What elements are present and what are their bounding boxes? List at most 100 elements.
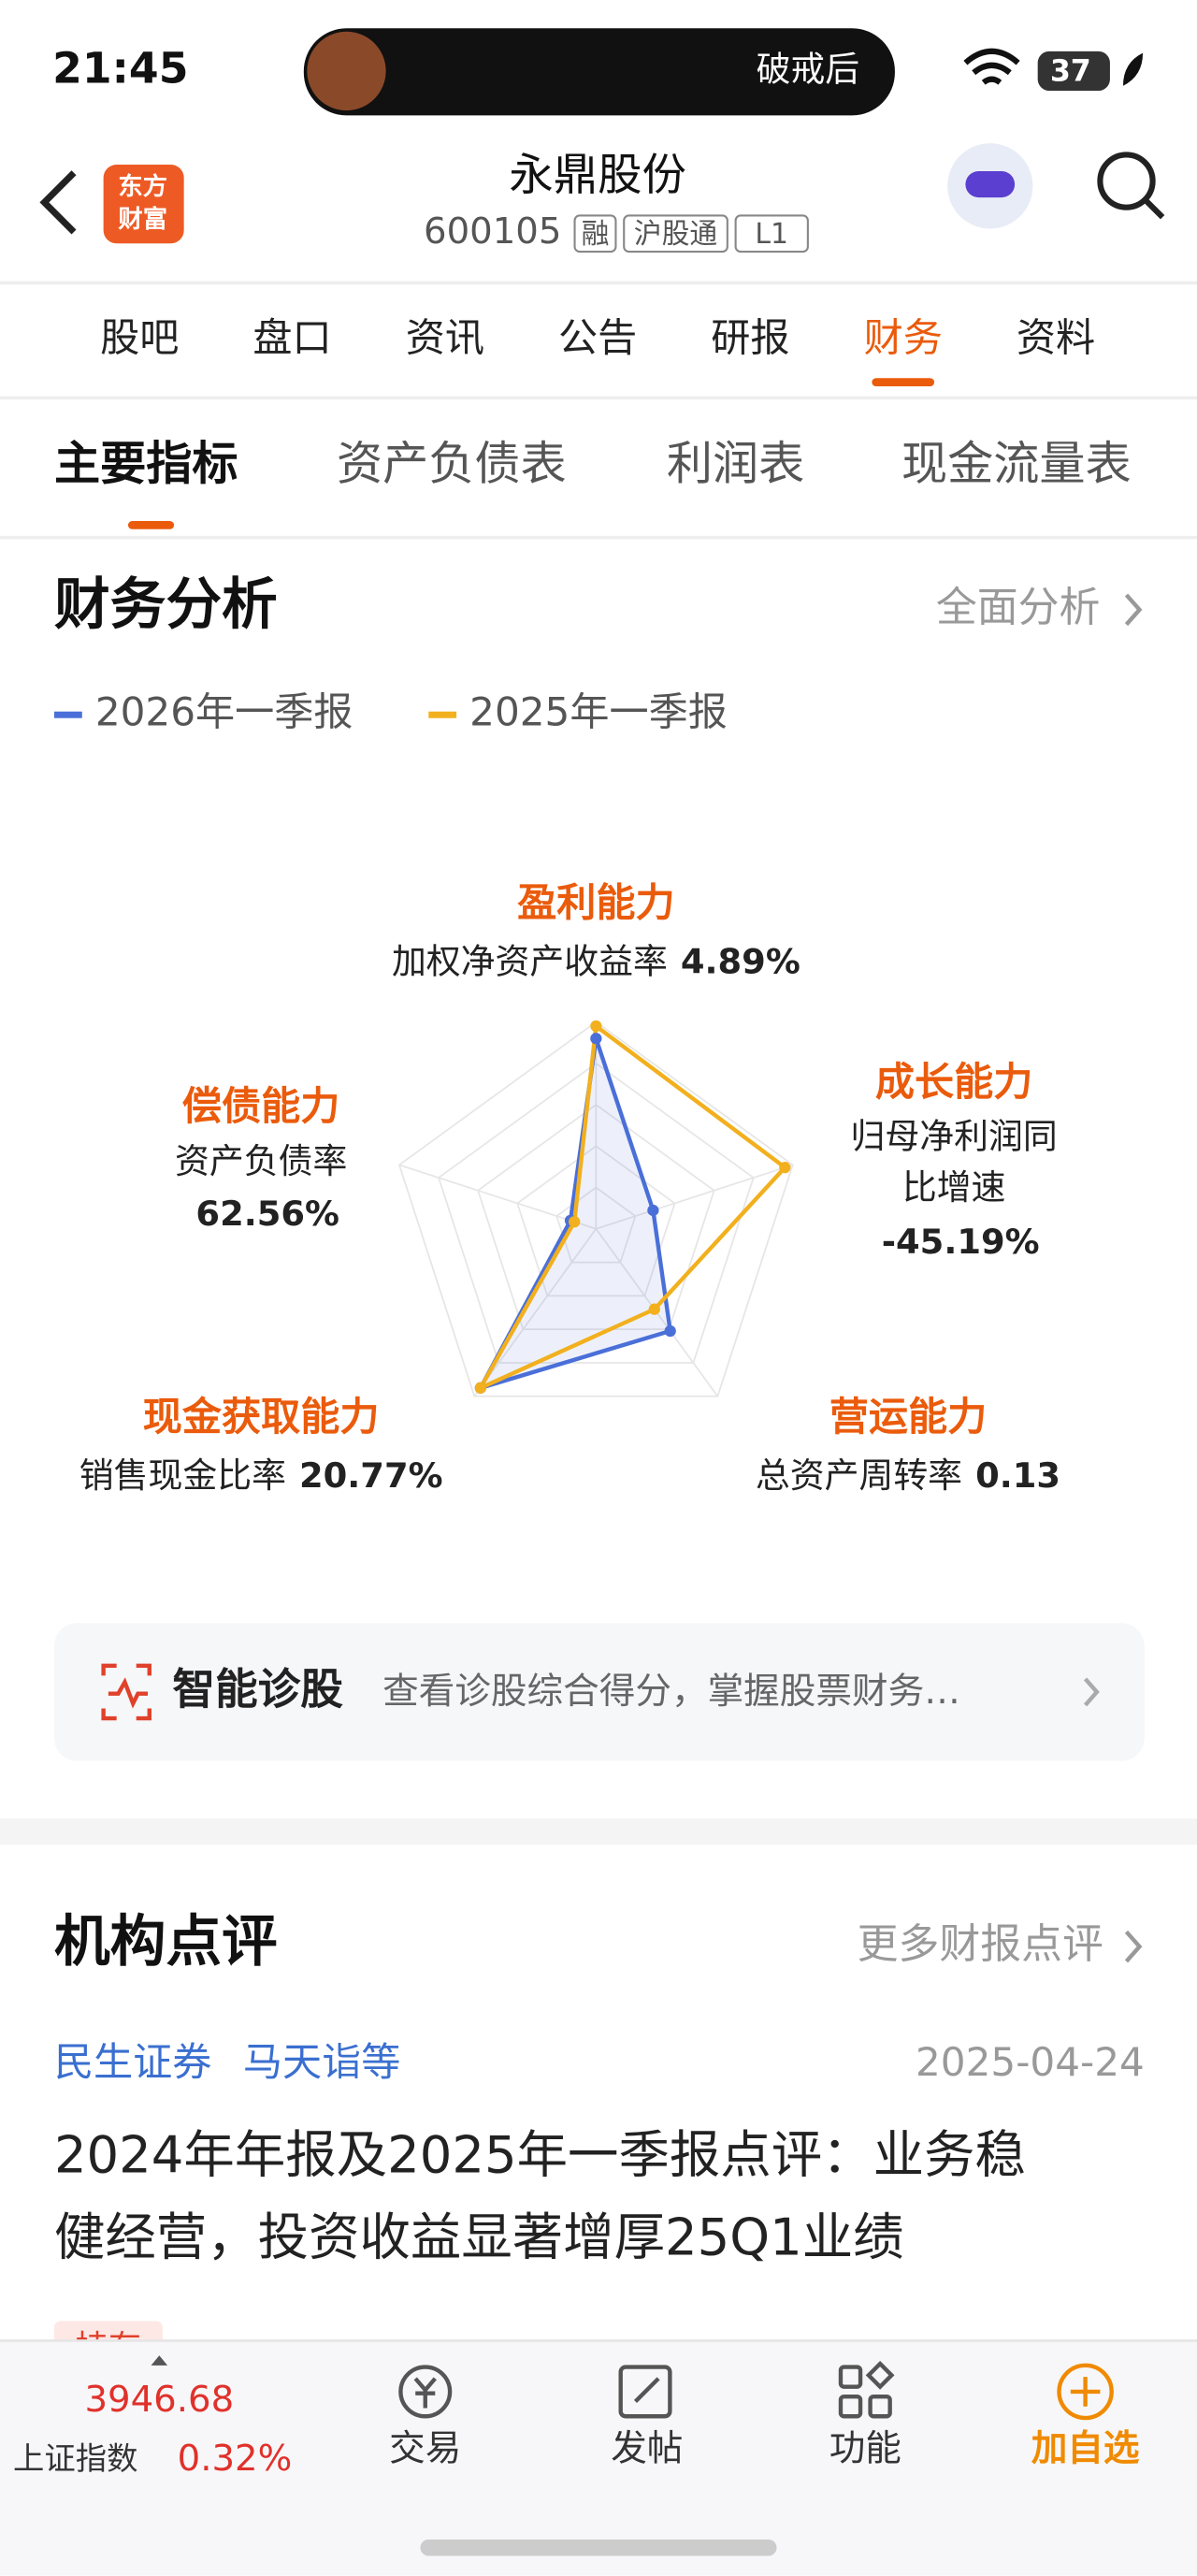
tab[interactable]: 财务 — [864, 314, 943, 360]
tag-text: 融 — [582, 218, 610, 251]
action-label[interactable]: 加自选 — [1031, 2428, 1140, 2470]
axis-title: 成长能力 — [875, 1059, 1032, 1105]
broker[interactable]: 民生证券 — [54, 2039, 212, 2085]
axis-metric: 销售现金比率 20.77% — [79, 1454, 443, 1495]
diagnosis-title: 智能诊股 — [172, 1664, 343, 1714]
sub-tab[interactable]: 主要指标 — [54, 437, 238, 491]
tag-box — [573, 214, 617, 253]
index-name[interactable]: 上证指数 — [13, 2440, 137, 2477]
legend-swatch — [53, 711, 82, 718]
diagnosis-card[interactable] — [53, 1623, 1145, 1761]
time: 21:45 — [52, 43, 188, 93]
tab[interactable]: 资料 — [1017, 314, 1095, 360]
radar-point — [648, 1303, 660, 1315]
home-indicator — [420, 2539, 777, 2556]
metric-name: 加权净资产收益率 — [392, 941, 668, 981]
review-title[interactable]: 2024年年报及2025年一季报点评：业务稳 — [54, 2125, 1026, 2185]
diagnosis-icon — [101, 1663, 151, 1721]
legend-label: 2025年一季报 — [469, 689, 728, 735]
index-change[interactable]: 0.32% — [178, 2438, 293, 2480]
grid-ring — [555, 1186, 637, 1264]
action-label[interactable]: 交易 — [389, 2428, 461, 2470]
sub-tab[interactable]: 现金流量表 — [901, 437, 1132, 491]
tab-indicator — [872, 378, 935, 387]
sub-tab[interactable]: 资产负债表 — [337, 437, 567, 491]
spoke — [596, 1164, 794, 1230]
diagnosis-text: 查看诊股综合得分，掌握股票财务… — [382, 1671, 960, 1713]
tab[interactable]: 股吧 — [100, 314, 179, 360]
logo-text: 东方 — [118, 172, 167, 201]
radar-point — [590, 1033, 602, 1045]
tag-box — [623, 214, 728, 253]
review-title[interactable]: 健经营，投资收益显著增厚25Q1业绩 — [54, 2207, 904, 2267]
battery-level: 37 — [1050, 55, 1091, 89]
app-logo — [103, 165, 184, 244]
metric-value: 0.13 — [975, 1454, 1060, 1495]
dynamic-island[interactable] — [303, 28, 895, 116]
section-link[interactable]: 更多财报点评 — [858, 1920, 1103, 1968]
add-icon — [1057, 2363, 1114, 2421]
back-button[interactable] — [39, 170, 77, 235]
action-label[interactable]: 功能 — [829, 2428, 901, 2470]
sub-tab-indicator — [127, 521, 175, 529]
radar-point — [664, 1324, 676, 1338]
action-icons — [398, 2360, 895, 2419]
legend-swatch — [428, 711, 457, 718]
tag-text: L1 — [755, 218, 788, 251]
metric-name: 销售现金比率 — [79, 1454, 286, 1495]
chevron — [1124, 1930, 1143, 1963]
notification-text: 破戒后 — [757, 49, 860, 89]
tab[interactable]: 研报 — [711, 314, 789, 360]
stock-code: 600105 — [424, 210, 561, 253]
radar-point — [779, 1162, 791, 1174]
tab[interactable]: 公告 — [558, 314, 637, 360]
metric-name: 总资产周转率 — [756, 1454, 962, 1495]
search-handle — [1144, 198, 1165, 220]
grid-ring — [397, 1020, 794, 1397]
metric-name: 资产负债率 — [175, 1141, 347, 1181]
metric-name: 比增速 — [902, 1167, 1006, 1208]
notification-thumb — [307, 31, 386, 111]
tab[interactable]: 盘口 — [252, 314, 331, 360]
tab[interactable]: 资讯 — [406, 314, 484, 360]
action-label[interactable]: 发帖 — [611, 2428, 683, 2470]
axis-title: 现金获取能力 — [143, 1394, 380, 1440]
expand-arrow — [151, 2355, 168, 2366]
axis-title: 营运能力 — [829, 1394, 988, 1440]
axis-metric: 总资产周转率 0.13 — [756, 1454, 1060, 1495]
search-button[interactable] — [1097, 152, 1156, 210]
axis-title: 盈利能力 — [517, 879, 675, 925]
analyst[interactable]: 马天诣等 — [243, 2039, 401, 2085]
grid-ring — [516, 1145, 676, 1297]
grid-ring — [438, 1062, 755, 1364]
section-link[interactable]: 全面分析 — [936, 584, 1101, 631]
section-title: 机构点评 — [54, 1910, 278, 1975]
axis-title: 偿债能力 — [182, 1083, 340, 1129]
leaf-icon — [1122, 52, 1144, 86]
wifi-icon — [963, 48, 1020, 85]
radar-point — [569, 1216, 581, 1228]
spoke — [398, 1164, 597, 1230]
chevron — [1083, 1677, 1100, 1707]
add-icon-plus — [1070, 2377, 1101, 2407]
section-title: 财务分析 — [54, 573, 278, 638]
metric-value: 62.56% — [195, 1194, 339, 1234]
radar-point — [590, 1020, 602, 1033]
radar-area — [475, 1021, 788, 1393]
axis-metric: 加权净资产收益率 4.89% — [392, 941, 800, 981]
legend-label: 2026年一季报 — [95, 689, 353, 735]
grid-ring — [477, 1103, 715, 1331]
sub-tab[interactable]: 利润表 — [667, 437, 804, 491]
avatar-face — [965, 171, 1016, 198]
section-gap — [0, 1818, 1197, 1845]
radar-point — [474, 1382, 486, 1394]
review-date: 2025-04-24 — [916, 2039, 1145, 2085]
stock-name: 永鼎股份 — [509, 150, 686, 201]
battery-icon — [1037, 51, 1110, 91]
index-value[interactable]: 3946.68 — [84, 2379, 234, 2421]
metric-value: 20.77% — [299, 1454, 443, 1495]
tag-box — [734, 214, 809, 253]
